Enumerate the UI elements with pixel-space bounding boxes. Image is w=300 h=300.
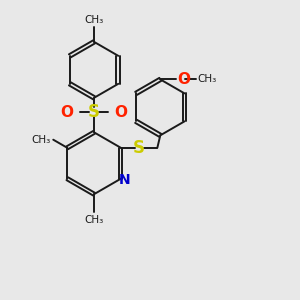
Text: CH₃: CH₃: [31, 135, 50, 145]
Text: CH₃: CH₃: [198, 74, 217, 84]
Text: CH₃: CH₃: [84, 215, 104, 225]
Text: N: N: [119, 173, 130, 187]
Text: S: S: [133, 139, 145, 157]
Text: S: S: [88, 103, 100, 121]
Text: O: O: [61, 105, 74, 120]
Text: CH₃: CH₃: [84, 15, 104, 25]
Text: O: O: [114, 105, 128, 120]
Text: O: O: [177, 72, 190, 87]
